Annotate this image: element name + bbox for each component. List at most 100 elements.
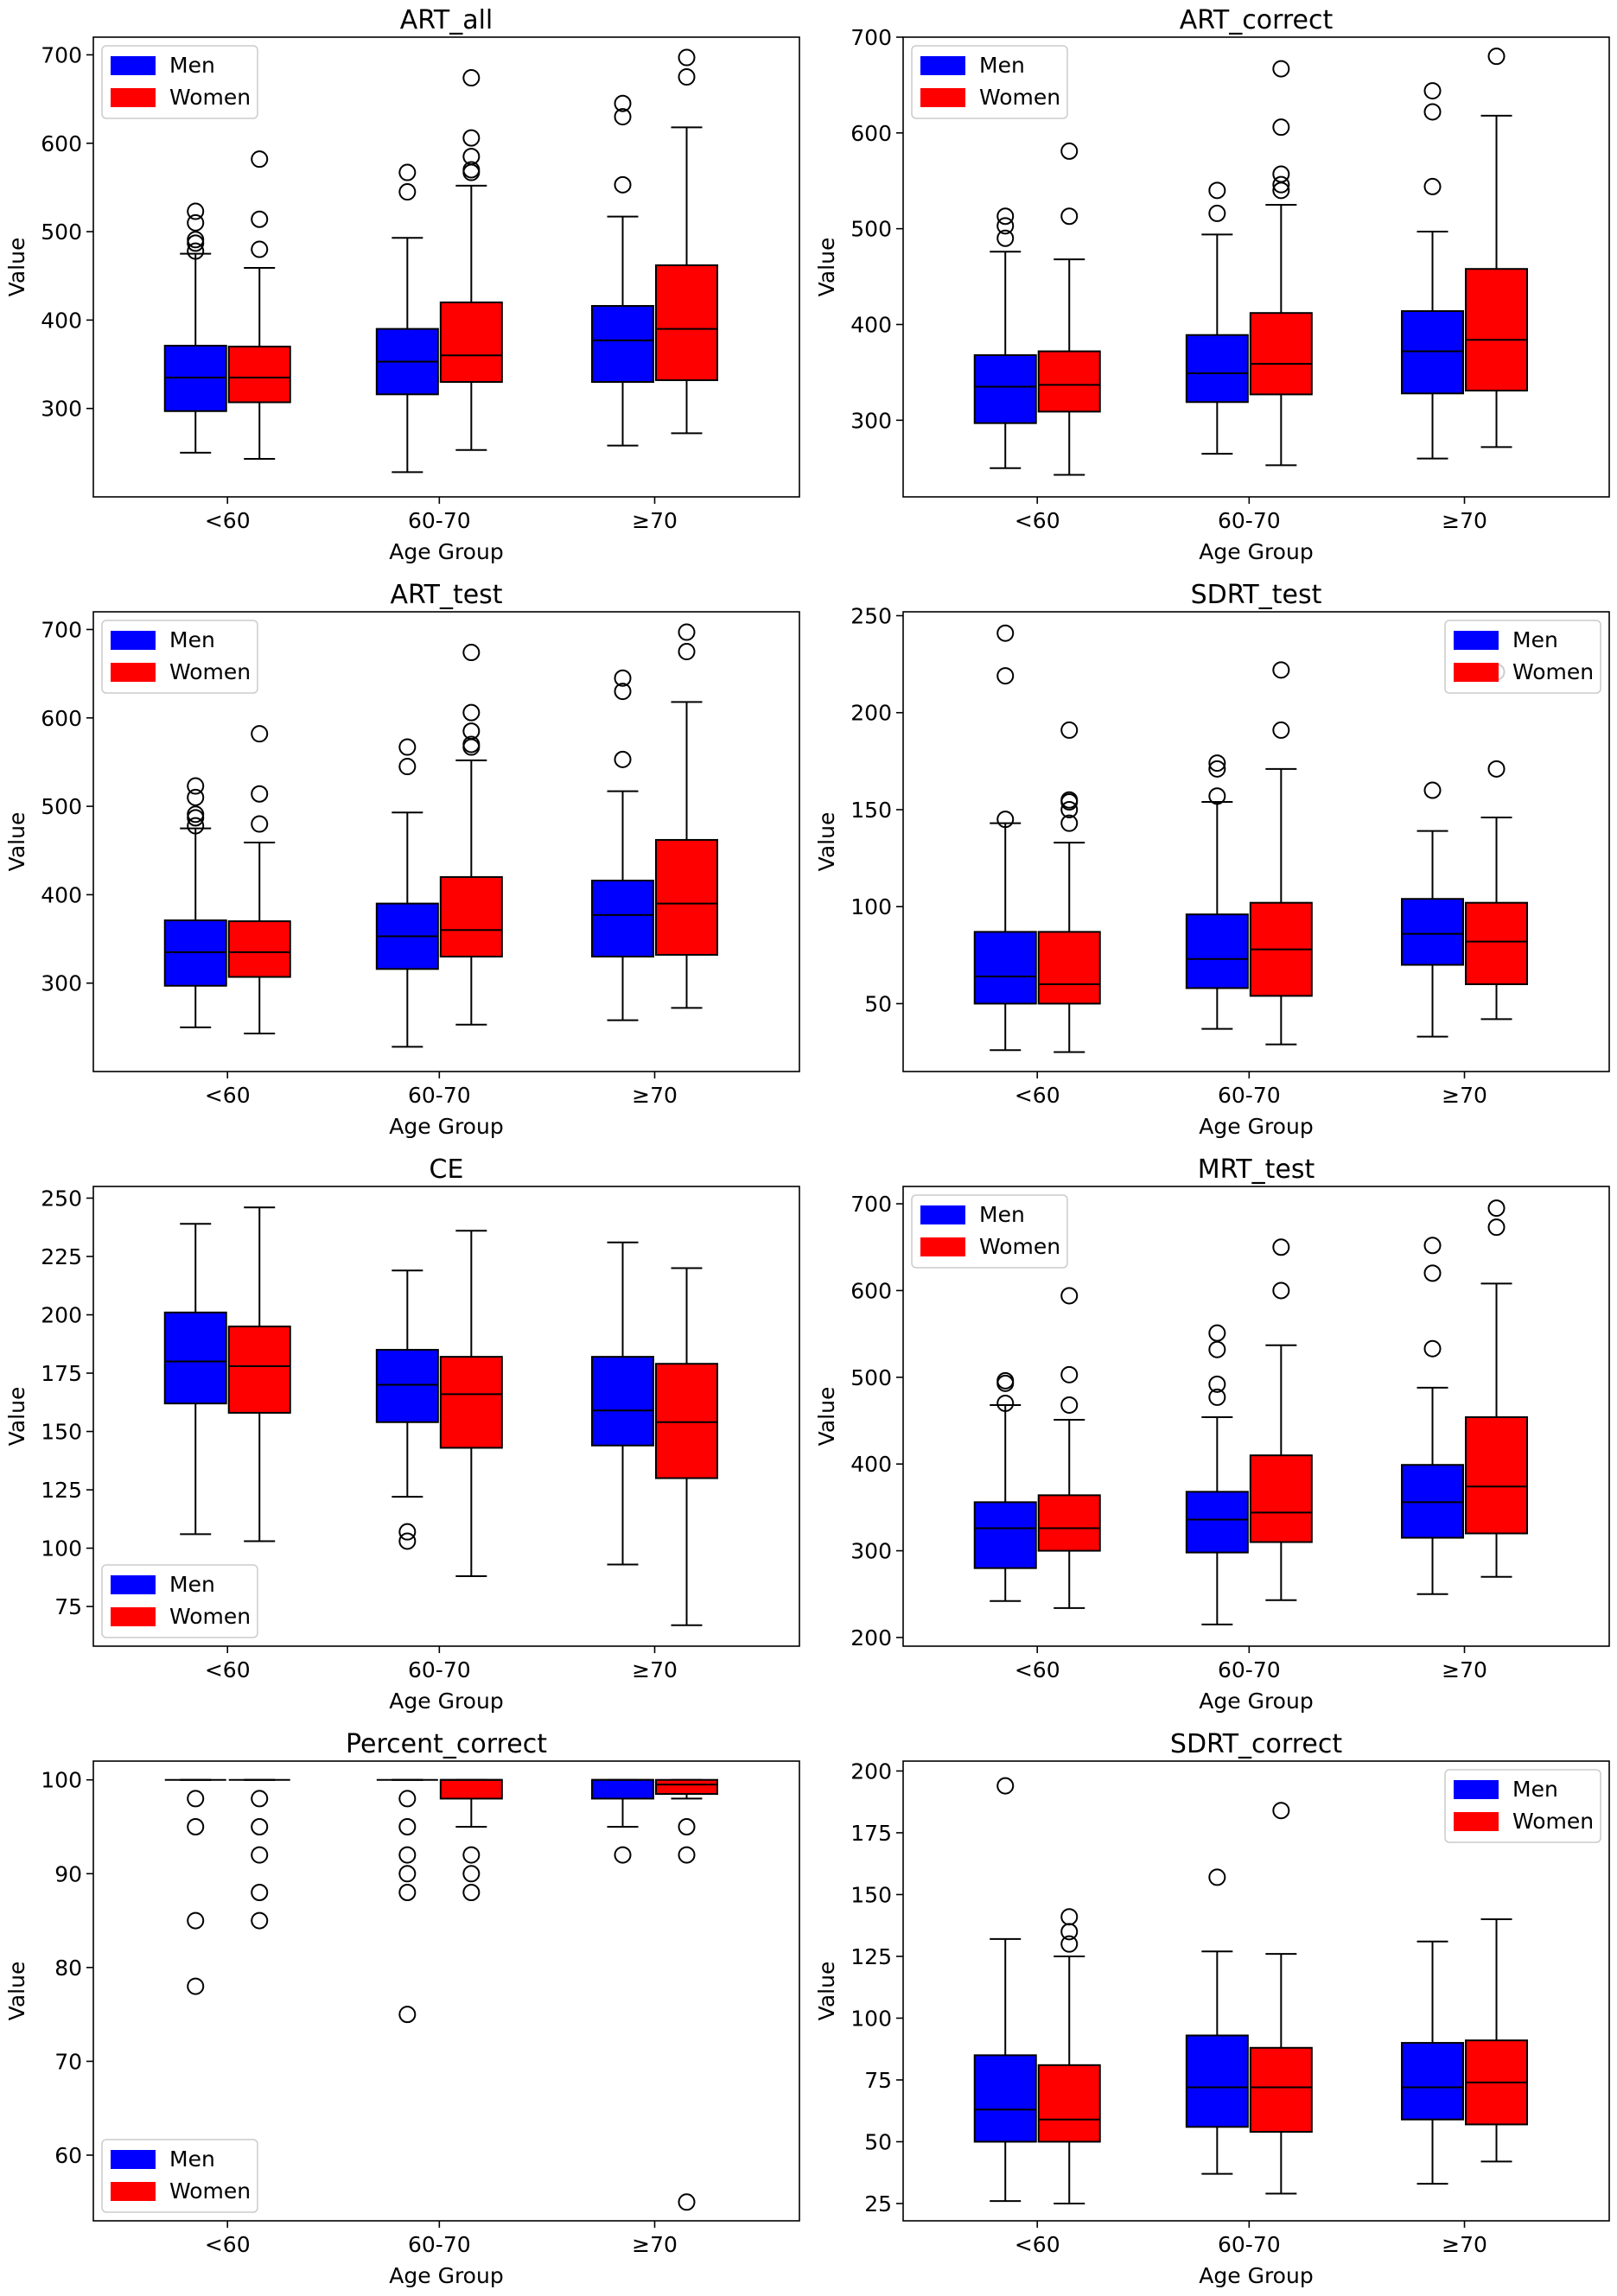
chart-panel-6: Percent_correct 60 70 80 90 100 <60 60-70 ≥70 Age… bbox=[4, 1729, 800, 2288]
plot-frame bbox=[92, 36, 800, 498]
chart-panel-3: SDRT_test 50 100 150 200 250 <60 60-70 ≥70 Age Gr… bbox=[814, 580, 1610, 1139]
box-iqr bbox=[227, 1326, 291, 1414]
x-tick-label: <60 bbox=[1015, 2232, 1060, 2257]
outlier-point bbox=[614, 669, 632, 687]
x-axis-label: Age Group bbox=[389, 539, 503, 564]
y-tick-label: 60 bbox=[54, 2143, 82, 2168]
box-iqr bbox=[163, 345, 227, 412]
box-women-≥70 bbox=[1465, 48, 1529, 448]
outlier-point bbox=[398, 1884, 417, 1901]
box-men-≥70 bbox=[1401, 781, 1465, 1038]
outlier-point bbox=[251, 725, 269, 743]
box-iqr bbox=[1401, 1464, 1465, 1539]
outlier-point bbox=[462, 129, 481, 147]
box-men-60-70 bbox=[375, 1269, 439, 1550]
outlier-point bbox=[996, 1394, 1015, 1412]
legend: Men Women bbox=[101, 2139, 258, 2213]
y-tick-label: 600 bbox=[41, 131, 82, 156]
y-tick-label: 700 bbox=[41, 42, 82, 67]
outlier-point bbox=[678, 1846, 696, 1864]
legend-label-women: Women bbox=[169, 659, 251, 684]
legend-label-women: Women bbox=[1512, 659, 1594, 684]
legend-swatch-women bbox=[920, 1237, 965, 1256]
outlier-point bbox=[251, 815, 269, 833]
outlier-point bbox=[996, 1371, 1015, 1390]
outlier-point bbox=[614, 750, 632, 768]
outlier-point bbox=[398, 1532, 417, 1550]
x-axis-label: Age Group bbox=[1199, 2263, 1313, 2288]
legend-label-men: Men bbox=[169, 627, 215, 652]
outlier-point bbox=[996, 229, 1015, 247]
outlier-point bbox=[1060, 1365, 1079, 1383]
x-tick-label: ≥70 bbox=[1442, 2232, 1487, 2257]
y-tick-label: 250 bbox=[850, 603, 892, 628]
y-tick-label: 50 bbox=[864, 2129, 892, 2154]
legend-label-women: Women bbox=[979, 85, 1060, 110]
chart-title: Percent_correct bbox=[346, 1729, 547, 1759]
y-tick-label: 500 bbox=[41, 219, 82, 245]
box-iqr bbox=[227, 346, 291, 404]
outlier-point bbox=[1208, 204, 1226, 222]
outlier-point bbox=[678, 623, 696, 641]
box-men-60-70 bbox=[1185, 754, 1249, 1030]
box-iqr bbox=[1185, 2034, 1249, 2128]
outlier-point bbox=[1060, 814, 1079, 832]
x-tick-label: <60 bbox=[1015, 508, 1060, 533]
legend-swatch-men bbox=[920, 56, 965, 75]
box-iqr bbox=[1249, 312, 1313, 396]
outlier-point bbox=[614, 683, 632, 701]
x-tick-label: ≥70 bbox=[632, 508, 678, 533]
legend-swatch-men bbox=[111, 2150, 156, 2169]
outlier-point bbox=[398, 183, 417, 201]
outlier-point bbox=[678, 68, 696, 86]
outlier-point bbox=[1423, 1264, 1442, 1282]
outlier-point bbox=[187, 777, 205, 795]
x-tick-label: 60-70 bbox=[1218, 1083, 1281, 1108]
outlier-point bbox=[678, 48, 696, 67]
outlier-point bbox=[1272, 118, 1290, 137]
outlier-point bbox=[462, 1884, 481, 1901]
x-tick-label: 60-70 bbox=[1218, 2232, 1281, 2257]
box-iqr bbox=[591, 1356, 655, 1447]
y-tick-label: 100 bbox=[41, 1536, 82, 1561]
plot-frame bbox=[92, 611, 800, 1072]
outlier-point bbox=[1423, 781, 1442, 799]
box-men-≥70 bbox=[591, 1778, 655, 1864]
y-tick-label: 400 bbox=[850, 313, 892, 338]
box-men-<60 bbox=[973, 207, 1037, 469]
box-men-≥70 bbox=[591, 94, 655, 447]
chart-title: CE bbox=[430, 1154, 464, 1185]
legend: Men Women bbox=[101, 620, 258, 694]
y-tick-label: 400 bbox=[41, 882, 82, 907]
y-axis-label: Value bbox=[814, 238, 839, 297]
y-tick-label: 400 bbox=[850, 1452, 892, 1477]
box-men-60-70 bbox=[376, 1778, 438, 2024]
outlier-point bbox=[462, 735, 481, 754]
box-women-<60 bbox=[227, 1206, 291, 1542]
outlier-point bbox=[678, 643, 696, 661]
y-tick-label: 90 bbox=[54, 1861, 82, 1886]
box-iqr bbox=[163, 1311, 227, 1405]
y-tick-label: 700 bbox=[850, 25, 892, 50]
legend-swatch-women bbox=[1454, 663, 1499, 682]
legend-label-women: Women bbox=[169, 1604, 251, 1629]
outlier-point bbox=[462, 644, 481, 662]
legend-label-men: Men bbox=[979, 1202, 1025, 1227]
outlier-point bbox=[1272, 165, 1290, 183]
box-women-60-70 bbox=[439, 1778, 503, 1901]
outlier-point bbox=[1487, 1199, 1506, 1218]
y-tick-label: 100 bbox=[41, 1768, 82, 1793]
chart-title: MRT_test bbox=[1198, 1154, 1315, 1185]
y-axis-label: Value bbox=[4, 812, 29, 872]
outlier-point bbox=[462, 703, 481, 722]
outlier-point bbox=[251, 240, 269, 258]
y-tick-label: 225 bbox=[41, 1244, 82, 1269]
outlier-point bbox=[678, 2193, 696, 2211]
outlier-point bbox=[678, 1818, 696, 1835]
outlier-point bbox=[187, 213, 205, 232]
outlier-point bbox=[251, 150, 269, 169]
chart-panel-0: ART_all 300 400 500 600 700 <60 60-70 ≥70 Age Gro… bbox=[4, 5, 800, 564]
box-iqr bbox=[1037, 2064, 1101, 2143]
box-iqr bbox=[163, 919, 227, 987]
outlier-point bbox=[187, 1977, 205, 1995]
